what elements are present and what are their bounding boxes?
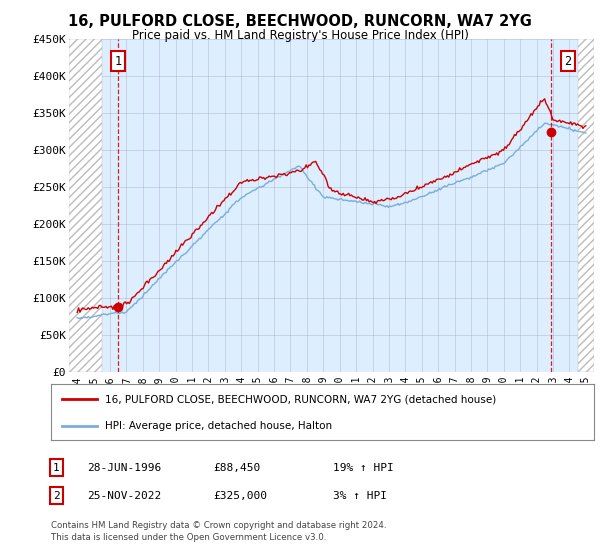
Text: 16, PULFORD CLOSE, BEECHWOOD, RUNCORN, WA7 2YG: 16, PULFORD CLOSE, BEECHWOOD, RUNCORN, W… — [68, 14, 532, 29]
Text: 16, PULFORD CLOSE, BEECHWOOD, RUNCORN, WA7 2YG (detached house): 16, PULFORD CLOSE, BEECHWOOD, RUNCORN, W… — [106, 394, 497, 404]
Text: HPI: Average price, detached house, Halton: HPI: Average price, detached house, Halt… — [106, 421, 332, 431]
Text: This data is licensed under the Open Government Licence v3.0.: This data is licensed under the Open Gov… — [51, 533, 326, 543]
Text: 3% ↑ HPI: 3% ↑ HPI — [333, 491, 387, 501]
Text: £88,450: £88,450 — [213, 463, 260, 473]
Text: 19% ↑ HPI: 19% ↑ HPI — [333, 463, 394, 473]
Text: 2: 2 — [564, 55, 571, 68]
Text: 25-NOV-2022: 25-NOV-2022 — [87, 491, 161, 501]
Text: Contains HM Land Registry data © Crown copyright and database right 2024.: Contains HM Land Registry data © Crown c… — [51, 521, 386, 530]
Bar — [578, 39, 594, 372]
Text: 28-JUN-1996: 28-JUN-1996 — [87, 463, 161, 473]
Text: £325,000: £325,000 — [213, 491, 267, 501]
Text: Price paid vs. HM Land Registry's House Price Index (HPI): Price paid vs. HM Land Registry's House … — [131, 29, 469, 42]
Text: 1: 1 — [53, 463, 59, 473]
Bar — [69, 39, 102, 372]
Text: 1: 1 — [115, 55, 122, 68]
Text: 2: 2 — [53, 491, 59, 501]
